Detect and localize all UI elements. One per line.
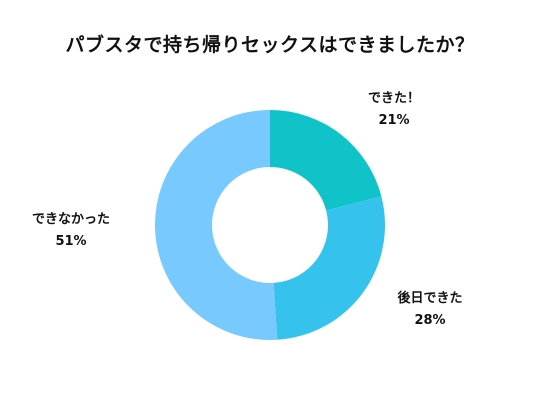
- slice-category-label: できなかった: [31, 212, 110, 227]
- chart-title: パブスタで持ち帰りセックスはできましたか？: [65, 34, 475, 56]
- slice-dekita: [270, 110, 382, 211]
- slice-dekinakatta: [154, 110, 278, 340]
- slice-label-dekita: できた！ 21%: [352, 88, 436, 132]
- slice-category-label: 後日できた: [397, 291, 463, 306]
- slice-label-gojitsu-dekita: 後日できた 28%: [382, 288, 478, 332]
- slice-value-label: 51%: [55, 234, 87, 249]
- slice-category-label: できた！: [367, 91, 420, 106]
- slice-label-dekinakatta: できなかった 51%: [16, 209, 126, 253]
- slice-value-label: 21%: [378, 113, 410, 128]
- slice-value-label: 28%: [414, 313, 446, 328]
- slice-gojitsu-dekita: [273, 196, 385, 340]
